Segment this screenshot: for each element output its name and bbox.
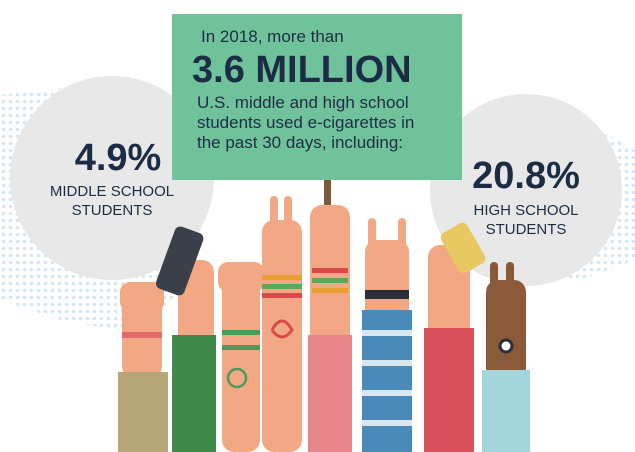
- sign: [172, 14, 462, 180]
- sign-body: students used e-cigarettes in: [197, 113, 414, 132]
- sign-body: the past 30 days, including:: [197, 133, 403, 152]
- stat-label: STUDENTS: [72, 202, 153, 219]
- stat-label: HIGH SCHOOL: [473, 202, 578, 219]
- stat-circle: [430, 94, 622, 286]
- stat-circle: [10, 76, 214, 280]
- stat-label: STUDENTS: [486, 221, 567, 238]
- sign-headline: 3.6 MILLION: [192, 49, 412, 91]
- stat-value: 4.9%: [75, 137, 162, 179]
- sign-body: U.S. middle and high school: [197, 93, 409, 112]
- stat-label: MIDDLE SCHOOL: [50, 183, 174, 200]
- sign-intro: In 2018, more than: [201, 27, 344, 46]
- arms: [118, 196, 530, 452]
- stat-value: 20.8%: [472, 155, 580, 197]
